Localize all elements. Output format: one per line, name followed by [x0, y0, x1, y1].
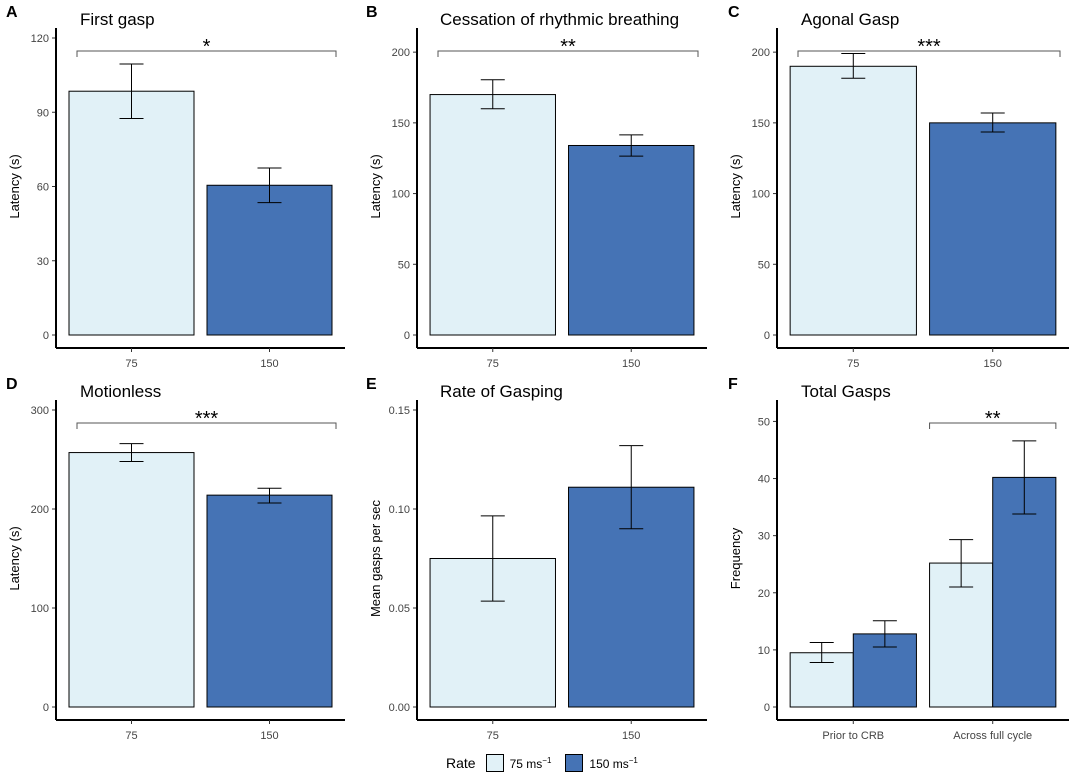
x-tick-label: Across full cycle	[953, 730, 1032, 742]
panel-a: A First gasp 0 30 60 90 120 Latency (s) 75 150 *	[6, 4, 345, 370]
x-tick-label: 150	[622, 358, 640, 370]
bar-150	[206, 184, 333, 336]
panel-c: C Agonal Gasp 0 50 100 150 200 Latency (s) 75 150…	[728, 4, 1069, 370]
significance-label: ***	[917, 36, 941, 58]
y-tick-label: 50	[398, 259, 410, 271]
legend-label-150: 150 ms−1	[589, 755, 638, 771]
y-tick-label: 0	[764, 702, 770, 714]
x-tick-label: 75	[847, 358, 859, 370]
bar-150	[929, 122, 1057, 336]
y-axis-label: Frequency	[728, 527, 743, 589]
y-tick-label: 150	[752, 118, 770, 130]
legend-entry-75: 75 ms−1	[485, 754, 552, 772]
panel-title: Cessation of rhythmic breathing	[440, 10, 679, 29]
significance-bracket	[437, 50, 699, 57]
y-tick-label: 0	[43, 702, 49, 714]
panel-title: Rate of Gasping	[440, 382, 563, 401]
x-tick-label: 150	[984, 358, 1002, 370]
bar-75	[68, 452, 195, 708]
significance-label: ***	[195, 408, 219, 430]
significance-bracket	[929, 422, 1057, 429]
panel-letter: A	[6, 4, 18, 21]
bar-75	[68, 90, 195, 336]
y-tick-label: 200	[752, 47, 770, 59]
y-tick-label: 30	[37, 256, 49, 268]
bar-150	[206, 494, 333, 708]
x-tick-label: 75	[125, 730, 137, 742]
bar-75	[789, 65, 917, 336]
panel-title: First gasp	[80, 10, 155, 29]
y-tick-label: 30	[758, 531, 770, 543]
significance-label: *	[203, 36, 211, 58]
y-tick-label: 200	[392, 47, 410, 59]
significance-bracket	[76, 422, 337, 429]
y-tick-label: 40	[758, 474, 770, 486]
y-tick-label: 100	[392, 189, 410, 201]
y-tick-label: 0	[43, 330, 49, 342]
panel-letter: F	[728, 376, 738, 393]
significance-bracket	[797, 50, 1061, 57]
x-tick-label: 75	[125, 358, 137, 370]
y-tick-label: 0.00	[389, 702, 410, 714]
y-axis-label: Latency (s)	[7, 154, 22, 218]
legend-swatch-150	[565, 754, 584, 772]
y-axis-label: Latency (s)	[728, 154, 743, 218]
significance-bracket	[76, 50, 337, 57]
y-tick-label: 20	[758, 588, 770, 600]
y-tick-label: 0.10	[389, 504, 410, 516]
y-tick-label: 60	[37, 182, 49, 194]
y-tick-label: 0	[764, 330, 770, 342]
y-axis-label: Mean gasps per sec	[368, 499, 383, 617]
y-tick-label: 90	[37, 107, 49, 119]
y-tick-label: 0	[404, 330, 410, 342]
y-axis-label: Latency (s)	[368, 154, 383, 218]
y-tick-label: 300	[31, 405, 49, 417]
bar-across-full-cycle-1	[992, 476, 1057, 708]
y-tick-label: 10	[758, 645, 770, 657]
bar-150	[568, 144, 695, 336]
y-tick-label: 0.15	[389, 405, 410, 417]
y-tick-label: 200	[31, 504, 49, 516]
panel-title: Agonal Gasp	[801, 10, 899, 29]
significance-label: **	[560, 36, 576, 58]
y-tick-label: 100	[31, 603, 49, 615]
bar-75	[429, 94, 556, 336]
x-tick-label: 75	[487, 358, 499, 370]
x-tick-label: Prior to CRB	[822, 730, 884, 742]
y-tick-label: 100	[752, 189, 770, 201]
panel-title: Total Gasps	[801, 382, 891, 401]
panel-letter: B	[366, 4, 378, 21]
y-tick-label: 150	[392, 118, 410, 130]
legend-label-75: 75 ms−1	[509, 755, 552, 771]
panel-letter: C	[728, 4, 740, 21]
legend-swatch-75	[485, 754, 504, 772]
y-axis-label: Latency (s)	[7, 526, 22, 590]
y-tick-label: 120	[31, 33, 49, 45]
panel-d: D Motionless 0 100 200 300 Latency (s) 75 150 ***	[6, 376, 345, 742]
y-tick-label: 0.05	[389, 603, 410, 615]
legend-entry-150: 150 ms−1	[565, 754, 638, 772]
panel-b: B Cessation of rhythmic breathing 0 50 100 15…	[366, 4, 707, 370]
panel-letter: E	[366, 376, 377, 393]
x-tick-label: 75	[487, 730, 499, 742]
y-tick-label: 50	[758, 259, 770, 271]
x-tick-label: 150	[260, 358, 278, 370]
panel-e: E Rate of Gasping 0.00 0.05 0.10 0.15 Mean gas…	[366, 376, 707, 742]
y-tick-label: 50	[758, 416, 770, 428]
significance-label: **	[985, 408, 1001, 430]
panel-letter: D	[6, 376, 18, 393]
panel-title: Motionless	[80, 382, 161, 401]
x-tick-label: 150	[260, 730, 278, 742]
panel-f: F Total Gasps 0 10 20 30 40 50 Frequency Prior to…	[728, 376, 1069, 742]
legend-title: Rate	[446, 755, 476, 771]
x-tick-label: 150	[622, 730, 640, 742]
legend: Rate 75 ms−1 150 ms−1	[446, 752, 652, 774]
